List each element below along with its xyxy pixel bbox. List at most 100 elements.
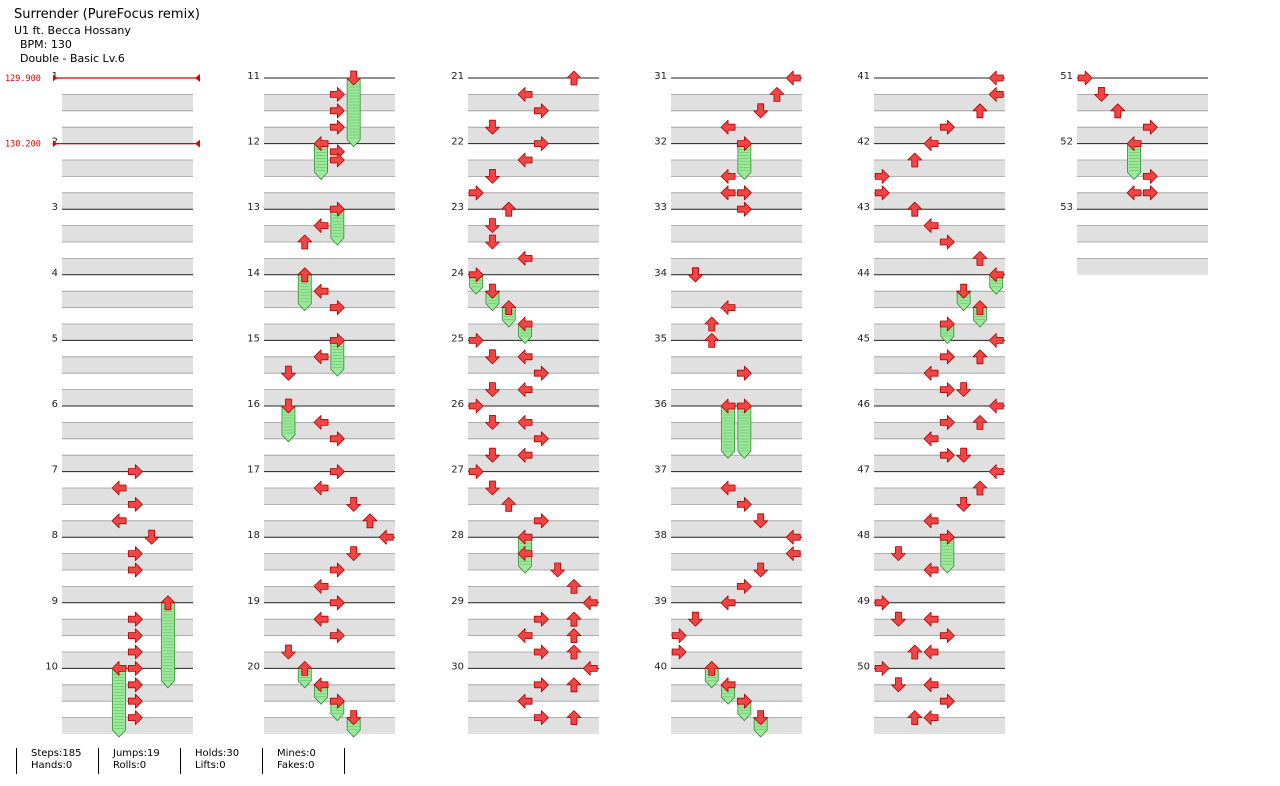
up-arrow-icon [566,70,582,86]
measure: 26 [451,399,599,472]
up-arrow-icon [297,267,313,283]
measure-number: 11 [247,71,260,82]
measure-number: 15 [247,333,260,344]
down-arrow-icon [891,546,906,561]
measure: 15 [247,333,395,406]
measure-number: 9 [52,596,58,607]
measure: 8 [52,530,193,603]
right-arrow-icon [720,677,736,693]
up-arrow-icon [972,103,988,119]
stat-group: Holds:30 Lifts:0 [180,748,239,774]
right-arrow-icon [517,87,533,102]
measure: 3 [52,202,193,275]
left-arrow-icon [468,398,484,414]
up-arrow-icon [501,201,517,217]
up-arrow-icon [501,300,517,316]
left-arrow-icon [329,103,345,119]
hold-note [346,77,361,148]
down-arrow-icon [346,70,362,86]
measure: 35 [654,333,802,406]
right-arrow-icon [923,431,939,447]
measure: 6 [52,399,193,472]
measure-number: 27 [451,465,464,476]
right-arrow-icon [720,595,736,611]
measure-number: 26 [451,399,464,410]
left-arrow-icon [1142,168,1158,184]
up-arrow-icon [704,316,720,332]
up-arrow-icon [907,644,923,660]
measure: 36 [654,399,802,472]
measure: 34 [654,268,802,341]
right-arrow-icon [923,677,939,693]
measure-number: 47 [857,465,870,476]
measure: 12 [247,137,395,210]
measure: 11 [247,71,395,144]
measure: 24 [451,268,599,341]
up-arrow-icon [972,480,988,496]
left-arrow-icon [533,611,549,627]
right-arrow-icon [923,710,939,725]
measure-number: 45 [857,333,870,344]
right-arrow-icon [923,611,939,627]
up-arrow-icon [972,300,988,316]
up-arrow-icon [1110,103,1126,119]
up-arrow-icon [566,644,582,660]
right-arrow-icon [988,87,1004,102]
up-arrow-icon [972,250,988,266]
left-arrow-icon [1142,119,1158,135]
measure-number: 3 [52,202,58,213]
song-title: Surrender (PureFocus remix) [14,7,200,22]
measure-number: 22 [451,137,464,148]
song-info: Surrender (PureFocus remix) U1 ft. Becca… [14,8,200,66]
down-arrow-icon [485,218,500,234]
left-arrow-icon [874,168,890,184]
stat-group: Mines:0 Fakes:0 [262,748,316,774]
stat-divider [344,748,345,774]
measure-grid: 1234567891011121314151617181920212223242… [45,71,1208,734]
hold-note [112,668,126,738]
right-arrow-icon [313,218,329,234]
measure-number: 28 [451,530,464,541]
left-arrow-icon [533,365,549,381]
right-arrow-icon [517,546,533,561]
bpm-markers: 129.900 130.200 [5,74,200,150]
stat-value: Jumps:19 [113,748,160,759]
measure-number: 32 [654,137,667,148]
right-arrow-icon [720,398,736,414]
measure-number: 36 [654,399,667,410]
left-arrow-icon [127,464,143,480]
left-arrow-icon [329,693,345,709]
right-arrow-icon [313,136,329,152]
bpm-value: 129.900 [5,74,41,84]
left-arrow-icon [1077,70,1093,86]
left-arrow-icon [533,677,549,693]
measure: 53 [1060,202,1208,275]
left-arrow-icon [329,152,345,168]
measure: 25 [451,333,599,406]
measure: 39 [654,596,802,669]
bpm-end-marker [195,139,200,148]
hold-notes [112,77,1141,738]
down-arrow-icon [956,447,972,463]
right-arrow-icon [313,349,329,365]
up-arrow-icon [160,595,176,611]
down-arrow-icon [956,382,972,398]
right-arrow-icon [517,628,533,643]
right-arrow-icon [1126,185,1142,201]
up-arrow-icon [566,628,582,643]
left-arrow-icon [939,628,955,643]
left-arrow-icon [127,562,143,578]
stat-value: Lifts:0 [195,760,226,771]
measure-number: 31 [654,71,667,82]
measure: 38 [654,530,802,603]
down-arrow-icon [281,365,296,381]
left-arrow-icon [671,628,687,643]
measure-number: 7 [52,465,58,476]
down-arrow-icon [956,283,972,299]
left-arrow-icon [736,579,752,594]
left-arrow-icon [736,398,752,414]
right-arrow-icon [785,70,801,86]
measure-number: 41 [857,71,870,82]
up-arrow-icon [297,234,313,250]
